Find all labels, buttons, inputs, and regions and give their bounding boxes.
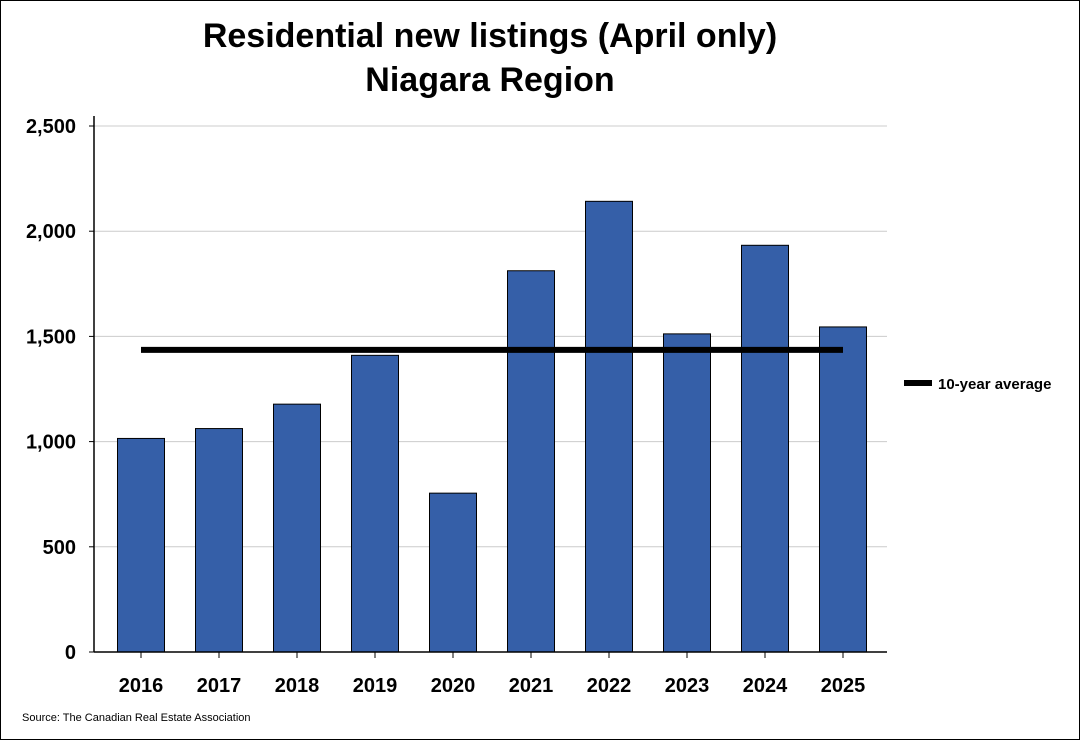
bar-2019 [351,354,399,653]
chart-title-block: Residential new listings (April only) Ni… [0,14,980,102]
bar-2020 [429,492,477,653]
source-note: Source: The Canadian Real Estate Associa… [22,712,251,724]
x-tick-label-2021: 2021 [509,675,554,697]
y-tick-label: 2,500 [26,116,76,138]
bar-2021 [507,270,555,653]
bar-2024 [741,244,789,653]
bar-2017 [195,428,243,653]
y-tick-label: 1,000 [26,432,76,454]
x-tick-label-2019: 2019 [353,675,398,697]
y-tick-labels: 0 500 1,000 1,500 2,000 2,500 [26,116,94,664]
y-tick-label: 0 [65,642,76,664]
bar-2022 [585,200,633,653]
x-tick-label-2020: 2020 [431,675,476,697]
x-tick-label-2018: 2018 [275,675,320,697]
x-tick-label-2023: 2023 [665,675,710,697]
x-tick-label-2017: 2017 [197,675,242,697]
y-tick-label: 2,000 [26,221,76,243]
chart-title: Residential new listings (April only) [202,17,778,55]
bars [117,200,867,653]
x-tick-label-2016: 2016 [119,675,164,697]
x-tick-label-2024: 2024 [743,675,788,697]
bar-2018 [273,403,321,653]
bar-2016 [117,437,165,653]
legend: 10-year average [904,376,1051,393]
bar-2025 [819,326,867,653]
y-tick-label: 500 [43,537,76,559]
y-tick-label: 1,500 [26,326,76,348]
x-tick-label-2025: 2025 [821,675,866,697]
x-tick-label-2022: 2022 [587,675,632,697]
legend-average-label: 10-year average [938,376,1051,393]
x-tick-labels: 2016 2017 2018 2019 2020 2021 2022 2023 2024 2025 [119,652,866,697]
bar-2023 [663,333,711,653]
chart-subtitle: Niagara Region [365,61,615,99]
